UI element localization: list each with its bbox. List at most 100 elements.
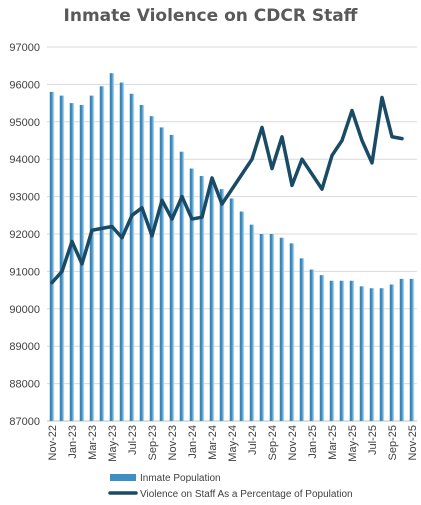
y-tick-label: 92000	[9, 229, 40, 241]
x-tick-label: Nov-22	[47, 425, 59, 460]
bar-inmate-population	[149, 116, 155, 421]
line-point-violence	[101, 227, 103, 230]
bar-inmate-population	[159, 127, 165, 421]
y-tick-label: 87000	[9, 416, 40, 428]
line-point-violence	[331, 154, 333, 157]
x-tick-label: Mar-25	[327, 425, 339, 460]
bar-inmate-population	[269, 234, 275, 421]
x-tick-label: Jan-25	[307, 425, 319, 459]
y-tick-label: 90000	[9, 304, 40, 316]
bar-inmate-population	[239, 211, 245, 421]
bar-inmate-population	[319, 275, 325, 421]
line-point-violence	[181, 195, 183, 198]
x-tick-label: May-23	[107, 425, 119, 462]
violence-line-series	[50, 95, 404, 285]
bar-inmate-population	[189, 168, 195, 421]
x-tick-label: Sep-25	[387, 425, 399, 460]
bar-inmate-population	[229, 198, 235, 421]
x-tick-label: May-25	[347, 425, 359, 462]
bar-inmate-population	[69, 103, 75, 421]
line-point-violence	[161, 199, 163, 202]
line-point-violence	[311, 173, 313, 175]
bar-inmate-population	[409, 278, 415, 421]
legend-swatch-inmate-population	[110, 474, 136, 481]
line-point-violence	[211, 177, 213, 179]
x-tick-label: Mar-24	[207, 425, 219, 460]
y-tick-label: 89000	[9, 341, 40, 353]
bar-inmate-population	[59, 95, 65, 422]
line-point-violence	[391, 135, 393, 138]
line-point-violence	[131, 214, 133, 217]
x-tick-label: Sep-23	[147, 425, 159, 460]
bar-inmate-population	[309, 269, 315, 421]
legend-label-violence: Violence on Staff As a Percentage of Pop…	[140, 489, 353, 500]
bar-inmate-population	[179, 151, 185, 421]
line-point-violence	[191, 218, 193, 220]
y-tick-label: 94000	[9, 154, 40, 166]
line-point-violence	[51, 281, 53, 284]
line-point-violence	[301, 158, 303, 160]
line-point-violence	[61, 270, 63, 273]
y-tick-label: 91000	[9, 266, 40, 278]
y-tick-label: 93000	[9, 192, 40, 204]
bar-inmate-population	[349, 280, 355, 421]
x-tick-label: Mar-23	[87, 425, 99, 460]
bar-inmate-population	[99, 86, 105, 422]
bar-inmate-population	[399, 278, 405, 421]
x-tick-label: Jul-25	[367, 425, 379, 455]
x-tick-label: Nov-23	[167, 425, 179, 460]
bar-inmate-population	[89, 95, 95, 422]
line-point-violence	[251, 158, 253, 160]
x-tick-label: Jan-23	[67, 425, 79, 459]
x-tick-label: Sep-24	[267, 425, 279, 460]
line-point-violence	[381, 96, 383, 99]
bar-inmate-population	[139, 104, 145, 421]
bar-inmate-population	[109, 73, 115, 422]
line-point-violence	[111, 225, 113, 228]
line-point-violence	[201, 216, 203, 218]
x-tick-label: Jul-23	[127, 425, 139, 455]
bar-inmate-population	[279, 237, 285, 421]
line-point-violence	[351, 109, 353, 112]
line-point-violence	[321, 188, 323, 190]
bar-inmate-population	[339, 280, 345, 421]
bar-inmate-population	[299, 258, 305, 421]
bar-inmate-population	[209, 181, 215, 421]
line-point-violence	[281, 135, 283, 138]
line-point-violence	[151, 235, 153, 237]
line-point-violence	[371, 162, 373, 164]
x-tick-label: May-24	[227, 425, 239, 462]
line-point-violence	[121, 236, 123, 239]
y-tick-label: 97000	[9, 42, 40, 54]
bar-inmate-population	[389, 284, 395, 421]
line-point-violence	[341, 139, 343, 142]
y-tick-label: 96000	[9, 79, 40, 91]
chart-title: Inmate Violence on CDCR Staff	[63, 6, 358, 26]
bar-inmate-population	[289, 243, 295, 421]
y-axis-tick-labels: 87000 88000 89000 90000 91000 92000 93000 94000…	[9, 42, 40, 428]
line-point-violence	[221, 203, 223, 205]
x-tick-label: Nov-24	[287, 425, 299, 460]
line-point-violence	[361, 139, 363, 142]
legend-label-inmate-population: Inmate Population	[140, 473, 221, 484]
line-point-violence	[271, 167, 273, 170]
bar-inmate-population	[329, 280, 335, 421]
bar-inmate-population	[249, 224, 255, 421]
bar-inmate-population	[369, 288, 375, 421]
y-tick-label: 88000	[9, 379, 40, 391]
line-point-violence	[71, 240, 73, 243]
x-axis-tick-labels: Nov-22 Jan-23 Mar-23 May-23 Jul-23 Sep-23 Nov-…	[47, 425, 419, 462]
line-point-violence	[81, 263, 83, 265]
bar-inmate-population	[119, 82, 125, 421]
bar-inmate-population	[49, 91, 55, 421]
line-point-violence	[241, 173, 243, 175]
bar-inmate-population	[199, 176, 205, 421]
line-point-violence	[231, 188, 233, 190]
line-point-violence	[91, 229, 93, 232]
line-point-violence	[171, 218, 173, 220]
line-point-violence	[291, 184, 293, 187]
line-point-violence	[141, 207, 143, 209]
y-tick-label: 95000	[9, 117, 40, 129]
bar-inmate-population	[219, 189, 225, 421]
